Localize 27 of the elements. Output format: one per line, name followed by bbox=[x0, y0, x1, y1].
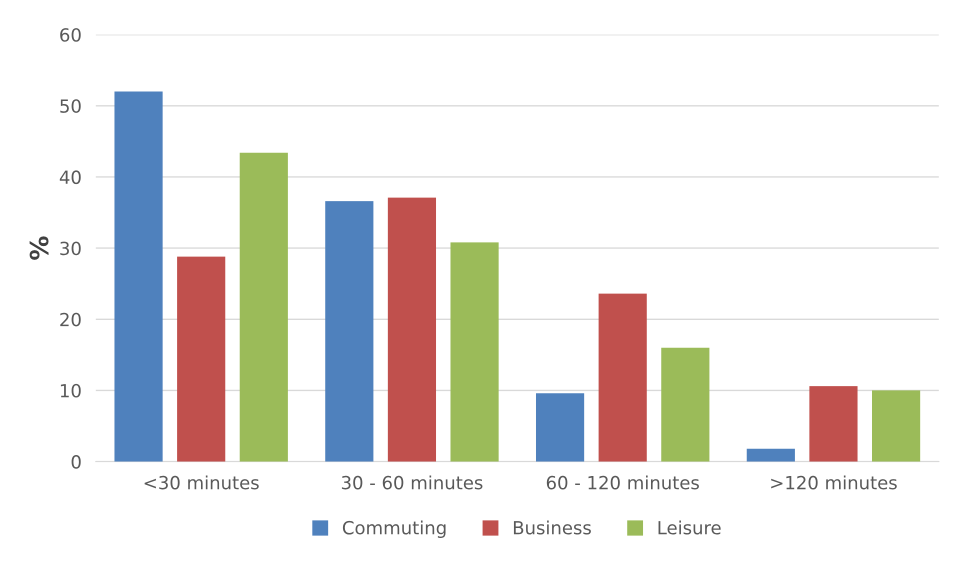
x-tick-label: 30 - 60 minutes bbox=[342, 475, 482, 490]
legend-label: Business bbox=[514, 520, 591, 535]
bar bbox=[598, 294, 647, 462]
bar bbox=[872, 390, 920, 462]
y-tick-label: 30 bbox=[60, 242, 81, 256]
y-tick-label: 40 bbox=[60, 170, 81, 184]
y-tick-label: 0 bbox=[72, 455, 81, 469]
y-tick-label: 50 bbox=[60, 99, 81, 113]
bar bbox=[177, 256, 226, 462]
bar bbox=[450, 242, 499, 462]
y-tick-label: 20 bbox=[60, 312, 81, 326]
x-tick-label: 60 - 120 minutes bbox=[546, 475, 699, 490]
legend-label: Leisure bbox=[658, 520, 721, 535]
bar bbox=[240, 152, 288, 462]
bar bbox=[536, 393, 584, 462]
legend-label: Commuting bbox=[342, 520, 446, 538]
bar bbox=[661, 348, 710, 462]
bar bbox=[114, 92, 163, 462]
bar bbox=[809, 386, 858, 462]
bar bbox=[388, 198, 436, 462]
y-tick-label: 60 bbox=[60, 28, 81, 42]
bar bbox=[325, 201, 374, 462]
x-tick-label: >120 minutes bbox=[771, 475, 897, 490]
x-tick-label: <30 minutes bbox=[144, 475, 259, 490]
bar bbox=[746, 448, 795, 462]
y-axis-title: % bbox=[30, 236, 49, 260]
y-tick-label: 10 bbox=[60, 384, 81, 398]
